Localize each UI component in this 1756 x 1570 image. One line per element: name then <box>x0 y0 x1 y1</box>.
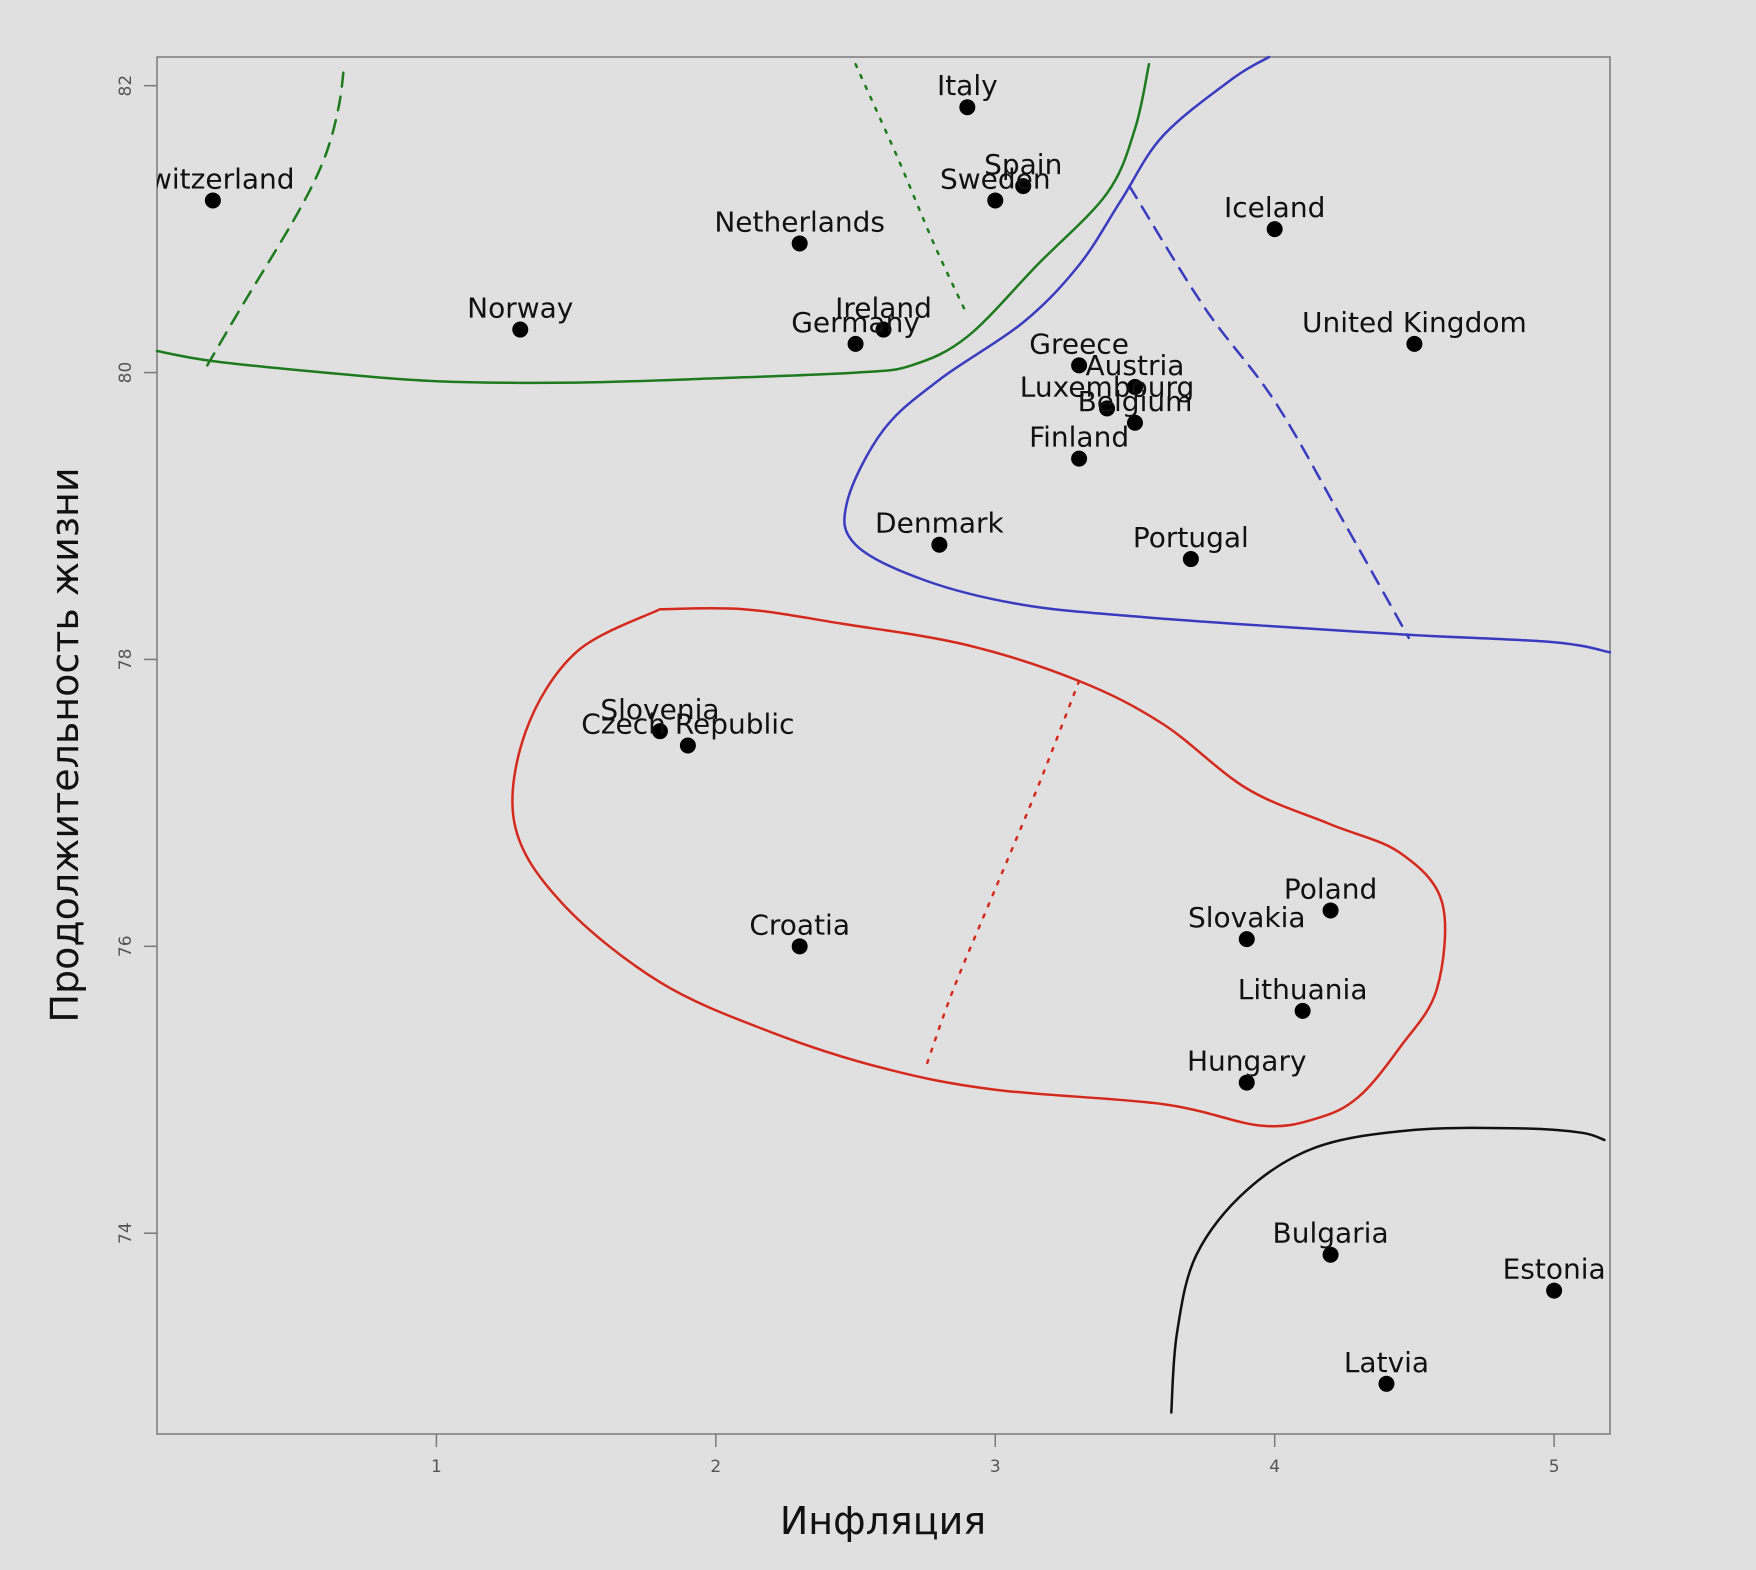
point-label-iceland: Iceland <box>1224 191 1325 224</box>
point-label-hungary: Hungary <box>1187 1045 1307 1078</box>
point-netherlands <box>791 235 808 252</box>
x-axis: 1 2 3 4 5 <box>431 1434 1560 1477</box>
green-divider-left <box>206 62 346 367</box>
point-label-ireland: Ireland <box>835 292 932 325</box>
point-label-austria: Austria <box>1086 349 1185 382</box>
point-label-belgium: Belgium <box>1078 385 1193 418</box>
green-divider-right <box>854 62 969 317</box>
point-iceland <box>1266 221 1283 238</box>
blue-boundary <box>843 55 1612 654</box>
point-label-switzerland: Switzerland <box>131 162 294 195</box>
point-label-croatia: Croatia <box>749 908 850 941</box>
point-label-united-kingdom: United Kingdom <box>1302 306 1527 339</box>
point-croatia <box>791 938 808 955</box>
point-norway <box>512 321 529 338</box>
point-belgium <box>1126 414 1143 431</box>
y-axis: 74 76 78 80 82 <box>116 75 157 1244</box>
x-tick-label-2: 2 <box>710 1457 721 1477</box>
point-switzerland <box>204 192 221 209</box>
x-tick-label-3: 3 <box>990 1457 1001 1477</box>
point-label-latvia: Latvia <box>1344 1346 1429 1379</box>
y-tick-label-78: 78 <box>116 649 136 671</box>
point-finland <box>1071 450 1088 467</box>
x-tick-label-1: 1 <box>431 1457 442 1477</box>
point-hungary <box>1238 1074 1255 1091</box>
point-austria <box>1126 378 1143 395</box>
point-label-finland: Finland <box>1029 421 1129 454</box>
point-label-lithuania: Lithuania <box>1238 973 1368 1006</box>
point-label-greece: Greece <box>1029 327 1129 360</box>
point-label-germany: Germany <box>791 306 920 339</box>
point-label-norway: Norway <box>467 292 573 325</box>
point-denmark <box>931 536 948 553</box>
point-estonia <box>1546 1282 1563 1299</box>
point-label-italy: Italy <box>937 69 998 102</box>
point-italy <box>959 99 976 116</box>
point-label-spain: Spain <box>984 148 1062 181</box>
point-bulgaria <box>1322 1246 1339 1263</box>
point-label-denmark: Denmark <box>875 507 1004 540</box>
point-sweden <box>987 192 1004 209</box>
point-germany <box>847 335 864 352</box>
point-label-luxembourg: Luxembourg <box>1020 370 1195 403</box>
point-label-netherlands: Netherlands <box>714 205 885 238</box>
point-label-slovakia: Slovakia <box>1188 901 1306 934</box>
red-divider <box>924 679 1081 1070</box>
y-tick-label-80: 80 <box>116 362 136 384</box>
point-lithuania <box>1294 1002 1311 1019</box>
point-slovenia <box>651 723 668 740</box>
point-label-slovenia: Slovenia <box>600 693 719 726</box>
y-axis-title: Продолжительность жизни <box>43 467 87 1022</box>
data-points <box>204 99 1563 1392</box>
point-united-kingdom <box>1406 335 1423 352</box>
black-boundary <box>1170 1126 1606 1414</box>
point-labels: Switzerland Norway Netherlands Italy SpainSw… <box>131 69 1606 1379</box>
plot-frame <box>156 56 1611 1435</box>
point-luxembourg <box>1099 400 1116 417</box>
x-tick-label-5: 5 <box>1549 1457 1560 1477</box>
red-boundary <box>511 606 1447 1128</box>
point-label-bulgaria: Bulgaria <box>1273 1217 1389 1250</box>
point-label-poland: Poland <box>1284 872 1377 905</box>
point-label-portugal: Portugal <box>1133 521 1249 554</box>
y-tick-label-74: 74 <box>116 1222 136 1244</box>
x-tick-label-4: 4 <box>1269 1457 1280 1477</box>
point-label-sweden: Sweden <box>940 162 1051 195</box>
green-boundary <box>155 62 1151 385</box>
point-ireland <box>875 321 892 338</box>
point-label-estonia: Estonia <box>1503 1253 1606 1286</box>
point-latvia <box>1378 1375 1395 1392</box>
point-portugal <box>1182 551 1199 568</box>
x-axis-title: Инфляция <box>780 1499 986 1543</box>
point-spain <box>1015 178 1032 195</box>
point-poland <box>1322 902 1339 919</box>
point-label-czech-republic: Czech Republic <box>581 708 794 741</box>
y-tick-label-76: 76 <box>116 935 136 957</box>
point-slovakia <box>1238 931 1255 948</box>
point-czech-republic <box>679 737 696 754</box>
y-tick-label-82: 82 <box>116 75 136 97</box>
point-greece <box>1071 357 1088 374</box>
cluster-boundaries <box>155 55 1612 1414</box>
